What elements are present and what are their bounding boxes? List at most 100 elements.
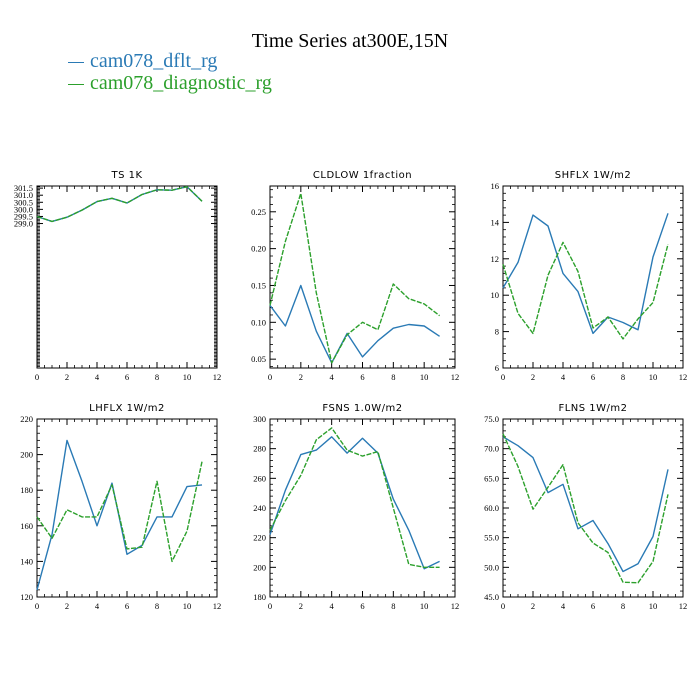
legend-swatch-diag [68,83,84,85]
y-tick-label: 45.0 [484,592,499,602]
y-tick-label: 220 [20,414,33,424]
y-tick-label: 65.0 [484,473,499,483]
y-tick-label: 10 [491,290,500,300]
x-tick-label: 2 [65,372,69,382]
panel-title: LHFLX 1W/m2 [89,403,165,414]
x-tick-label: 2 [299,601,303,611]
x-tick-label: 4 [95,601,100,611]
plot-frame [502,418,684,598]
y-tick-label: 14 [491,217,500,227]
x-tick-label: 8 [155,372,159,382]
x-tick-label: 2 [65,601,69,611]
legend-item-diag: cam078_diagnostic_rg [68,72,272,94]
y-tick-label: 140 [20,556,33,566]
x-tick-label: 12 [679,601,688,611]
x-tick-label: 6 [125,372,129,382]
panel-title: TS 1K [110,170,142,181]
y-tick-label: 240 [253,503,266,513]
y-tick-label: 300 [253,414,266,424]
y-tick-label: 180 [253,592,266,602]
x-tick-label: 8 [391,372,395,382]
y-tick-label: 300.0 [14,204,33,214]
y-tick-label: 260 [253,473,266,483]
y-tick-label: 60.0 [484,503,499,513]
plot-frame [36,185,218,369]
y-tick-label: 70.0 [484,444,499,454]
y-tick-label: 301.0 [14,190,33,200]
x-tick-label: 10 [420,372,429,382]
y-tick-label: 299.0 [14,219,33,229]
plot-frame [269,185,456,369]
x-tick-label: 10 [649,601,658,611]
legend-swatch-dflt [68,61,84,63]
series-line-dflt [36,185,203,223]
y-tick-label: 0.20 [251,244,266,254]
y-tick-label: 299.5 [14,211,33,221]
chart-panel-2: CLDLOW 1fraction 0 2 4 6 8 10 12 0.05 0.10 0.15 0.2… [251,170,459,382]
y-tick-label: 55.0 [484,533,499,543]
series-line-diagnostic [502,433,669,584]
y-tick-label: 75.0 [484,414,499,424]
y-tick-label: 220 [253,533,266,543]
series-line-dflt [269,284,440,364]
panel-title: SHFLX 1W/m2 [555,170,631,181]
x-tick-label: 6 [591,372,595,382]
chart-panel-5: FSNS 1.0W/m2 0 2 4 6 8 10 12 180 200 220 240 260 280 3… [253,403,459,611]
series-line-diagnostic [502,241,669,340]
x-tick-label: 4 [561,372,566,382]
panel-title: CLDLOW 1fraction [313,170,412,181]
x-tick-label: 2 [531,372,535,382]
y-tick-label: 0.15 [251,280,266,290]
x-tick-label: 10 [420,601,429,611]
chart-panel-4: LHFLX 1W/m2 0 2 4 6 8 10 12 120 140 160 180 200 220 [20,403,221,611]
series-line-diagnostic [269,192,441,364]
x-tick-label: 8 [391,601,395,611]
series-line-dflt [269,436,440,570]
x-tick-label: 12 [213,372,222,382]
x-tick-label: 12 [451,372,460,382]
x-tick-label: 4 [330,601,335,611]
page-title: Time Series at300E,15N [251,30,449,52]
series-line-diagnostic [269,427,440,568]
x-tick-label: 0 [35,372,39,382]
x-tick-label: 12 [451,601,460,611]
plot-frame [269,418,456,598]
y-tick-label: 200 [253,562,266,572]
x-tick-label: 2 [531,601,535,611]
plot-frame [36,418,218,598]
x-tick-label: 10 [183,601,192,611]
y-tick-label: 280 [253,444,266,454]
chart-panel-6: FLNS 1W/m2 0 2 4 6 8 10 12 45.0 50.0 55.0 60.0 65.0 7… [484,403,687,611]
legend-item-dflt: cam078_dflt_rg [68,50,272,72]
y-tick-label: 8 [495,327,499,337]
panel-title: FSNS 1.0W/m2 [322,403,402,414]
x-tick-label: 0 [268,372,272,382]
x-tick-label: 6 [360,372,364,382]
series-line-diagnostic [36,461,203,563]
x-tick-label: 10 [649,372,658,382]
y-tick-label: 12 [491,254,500,264]
x-tick-label: 12 [679,372,688,382]
x-tick-label: 0 [501,601,505,611]
y-tick-label: 301.5 [14,183,33,193]
legend: cam078_dflt_rg cam078_diagnostic_rg [68,50,272,94]
y-tick-label: 16 [491,181,500,191]
series-line-dflt [502,436,669,573]
y-tick-label: 200 [20,450,33,460]
x-tick-label: 6 [591,601,595,611]
y-tick-label: 180 [20,485,33,495]
panel-title: FLNS 1W/m2 [558,403,627,414]
x-tick-label: 12 [213,601,222,611]
legend-label-dflt: cam078_dflt_rg [90,50,218,72]
y-tick-label: 160 [20,521,33,531]
x-tick-label: 0 [35,601,39,611]
x-tick-label: 4 [330,372,335,382]
y-tick-label: 300.5 [14,197,33,207]
legend-label-diag: cam078_diagnostic_rg [90,72,272,94]
x-tick-label: 8 [621,372,625,382]
x-tick-label: 6 [125,601,129,611]
plot-frame [502,185,684,369]
x-tick-label: 6 [360,601,364,611]
series-line-dflt [502,213,669,335]
